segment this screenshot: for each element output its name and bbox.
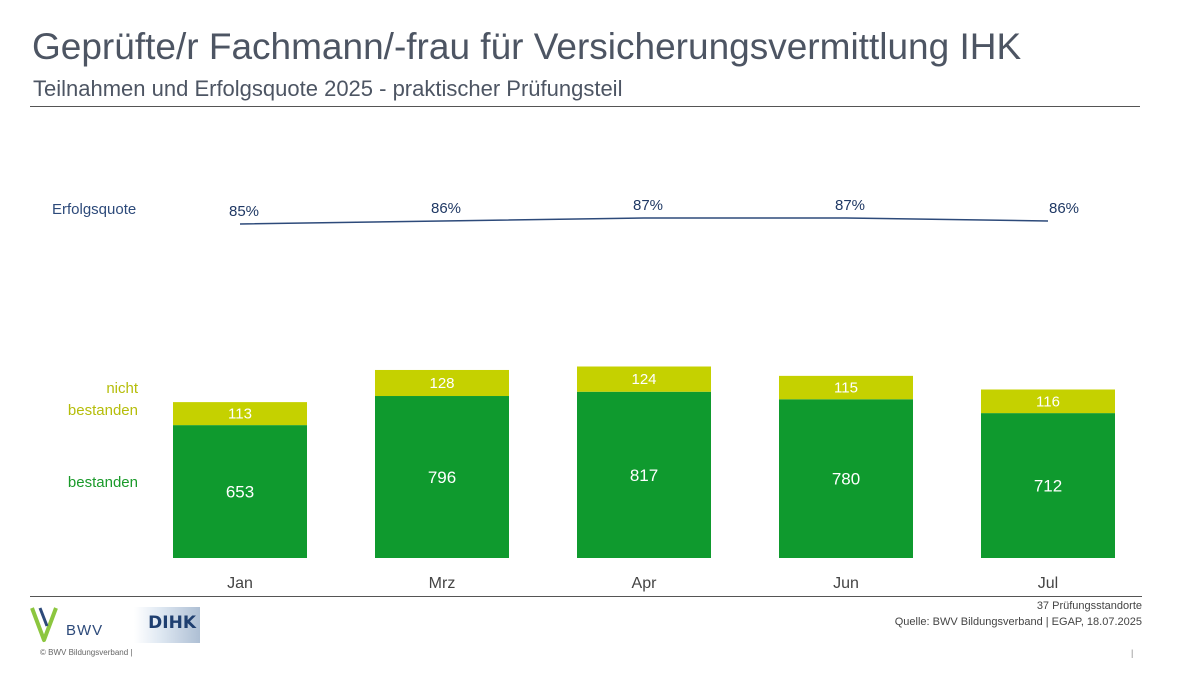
bar-passed-apr	[577, 391, 711, 558]
x-tick-label: Apr	[632, 575, 658, 592]
legend-passed: bestanden	[67, 474, 138, 491]
x-tick-label: Jan	[227, 575, 253, 592]
data-label-failed: 124	[631, 371, 656, 388]
header-divider	[30, 106, 1140, 107]
bwv-logo-text: BWV	[66, 622, 104, 639]
success-rate-label: 87%	[633, 197, 663, 214]
dihk-logo: DIHK	[134, 607, 200, 643]
page-title: Geprüfte/r Fachmann/-frau für Versicheru…	[32, 26, 1022, 67]
data-label-passed: 653	[226, 483, 254, 502]
success-rate-label: 87%	[835, 197, 865, 214]
legend-failed: nicht bestanden	[18, 378, 138, 422]
legend-failed-line2: bestanden	[67, 402, 138, 419]
data-label-passed: 817	[630, 466, 658, 485]
data-label-failed: 116	[1036, 393, 1060, 410]
success-rate-line	[239, 217, 1049, 225]
data-label-failed: 113	[228, 406, 252, 423]
x-tick-label: Jun	[833, 575, 859, 592]
data-label-passed: 780	[832, 470, 860, 489]
success-rate-label: 86%	[1049, 200, 1079, 217]
x-tick-label: Jul	[1038, 575, 1058, 592]
page-subtitle: Teilnahmen und Erfolgsquote 2025 - prakt…	[33, 76, 623, 101]
bar-passed-jan	[173, 425, 307, 558]
footer-divider	[30, 596, 1142, 597]
success-rate-label: 85%	[229, 203, 259, 220]
success-rate-label: 86%	[431, 200, 461, 217]
page-number-separator: |	[1131, 648, 1134, 658]
bar-passed-jun	[779, 399, 913, 558]
footer-locations: 37 Prüfungsstandorte	[1036, 600, 1142, 612]
footer-source: Quelle: BWV Bildungsverband | EGAP, 18.0…	[894, 616, 1142, 628]
legend-failed-line1: nicht	[106, 380, 138, 397]
bar-failed-apr	[577, 366, 711, 392]
bar-failed-jun	[779, 375, 913, 400]
data-label-passed: 712	[1034, 477, 1062, 496]
bar-passed-jul	[981, 413, 1115, 558]
copyright-notice: © BWV Bildungsverband |	[40, 648, 133, 657]
bwv-logo-icon	[30, 607, 58, 642]
bar-failed-mrz	[375, 369, 509, 397]
data-label-failed: 128	[429, 375, 454, 392]
legend-success-rate: Erfolgsquote	[52, 201, 137, 218]
data-label-failed: 115	[834, 380, 858, 397]
bar-failed-jul	[981, 389, 1115, 414]
dihk-logo-text: DIHK	[148, 613, 196, 633]
data-label-passed: 796	[428, 468, 456, 487]
bar-failed-jan	[173, 402, 307, 426]
bar-passed-mrz	[375, 396, 509, 558]
x-tick-label: Mrz	[429, 575, 456, 592]
